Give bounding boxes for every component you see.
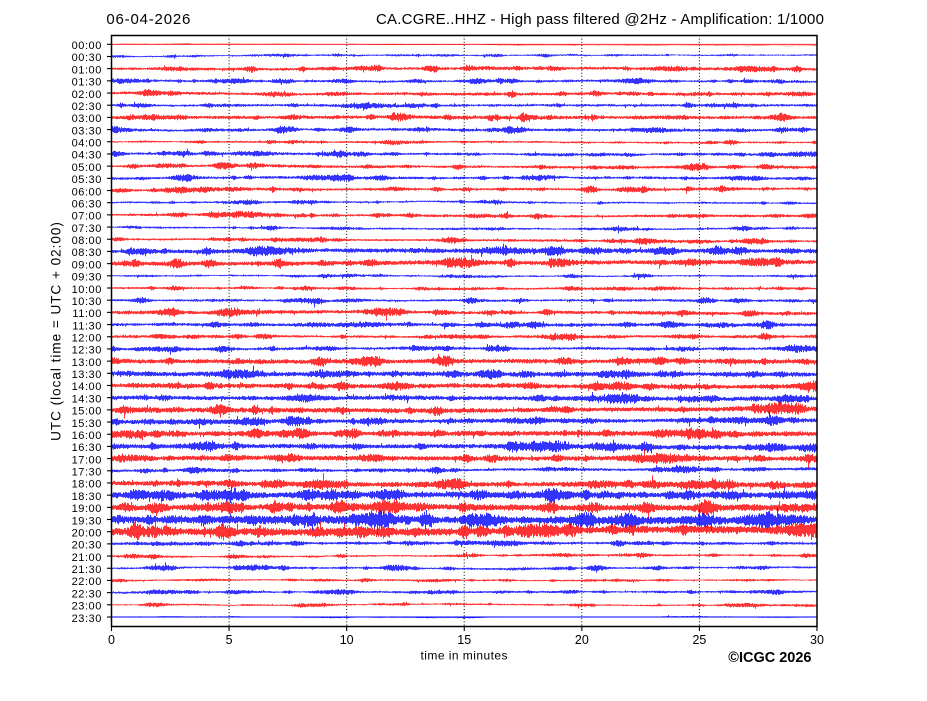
svg-text:12:00: 12:00	[72, 332, 102, 344]
svg-text:00:00: 00:00	[72, 40, 102, 52]
svg-text:04:00: 04:00	[72, 138, 102, 150]
svg-text:10: 10	[340, 633, 354, 647]
svg-text:01:00: 01:00	[72, 64, 102, 76]
svg-text:04:30: 04:30	[72, 150, 102, 162]
svg-text:11:00: 11:00	[72, 308, 101, 320]
svg-text:©ICGC 2026: ©ICGC 2026	[728, 650, 811, 666]
svg-text:19:30: 19:30	[72, 515, 102, 527]
svg-text:17:00: 17:00	[72, 454, 102, 466]
svg-text:02:00: 02:00	[72, 89, 102, 101]
svg-text:18:30: 18:30	[72, 491, 102, 503]
svg-text:21:00: 21:00	[72, 552, 102, 564]
svg-text:20: 20	[575, 633, 589, 647]
svg-text:30: 30	[810, 633, 824, 647]
svg-text:09:00: 09:00	[72, 259, 102, 271]
svg-text:19:00: 19:00	[72, 503, 102, 515]
svg-text:20:00: 20:00	[72, 527, 102, 539]
svg-text:05:00: 05:00	[72, 162, 102, 174]
svg-text:13:30: 13:30	[72, 369, 102, 381]
svg-text:08:30: 08:30	[72, 247, 102, 259]
svg-text:13:00: 13:00	[72, 357, 102, 369]
svg-text:15:00: 15:00	[72, 406, 102, 418]
svg-text:06:00: 06:00	[72, 186, 102, 198]
svg-text:UTC (local time = UTC + 02:00): UTC (local time = UTC + 02:00)	[48, 221, 63, 441]
svg-text:23:30: 23:30	[72, 613, 102, 625]
svg-text:17:30: 17:30	[72, 467, 102, 479]
svg-text:22:30: 22:30	[72, 588, 102, 600]
svg-text:16:00: 16:00	[72, 430, 102, 442]
svg-text:12:30: 12:30	[72, 345, 102, 357]
svg-text:22:00: 22:00	[72, 576, 102, 588]
svg-text:18:00: 18:00	[72, 479, 102, 491]
svg-text:00:30: 00:30	[72, 52, 102, 64]
svg-text:15:30: 15:30	[72, 418, 102, 430]
svg-text:20:30: 20:30	[72, 540, 102, 552]
svg-text:06-04-2026: 06-04-2026	[106, 11, 191, 28]
svg-text:10:30: 10:30	[72, 296, 102, 308]
svg-text:07:30: 07:30	[72, 223, 102, 235]
svg-text:15: 15	[457, 633, 471, 647]
svg-text:21:30: 21:30	[72, 564, 102, 576]
svg-text:11:30: 11:30	[72, 320, 101, 332]
svg-text:07:00: 07:00	[72, 211, 102, 223]
svg-text:06:30: 06:30	[72, 198, 102, 210]
svg-text:5: 5	[226, 633, 233, 647]
svg-text:08:00: 08:00	[72, 235, 102, 247]
svg-text:09:30: 09:30	[72, 272, 102, 284]
svg-text:02:30: 02:30	[72, 101, 102, 113]
svg-text:25: 25	[692, 633, 706, 647]
svg-text:05:30: 05:30	[72, 174, 102, 186]
svg-text:03:30: 03:30	[72, 125, 102, 137]
svg-text:10:00: 10:00	[72, 284, 102, 296]
svg-text:CA.CGRE..HHZ - High pass filte: CA.CGRE..HHZ - High pass filtered @2Hz -…	[376, 11, 824, 28]
svg-text:0: 0	[108, 633, 115, 647]
svg-text:01:30: 01:30	[72, 77, 102, 89]
svg-text:16:30: 16:30	[72, 442, 102, 454]
svg-text:time in minutes: time in minutes	[421, 649, 508, 663]
svg-text:14:00: 14:00	[72, 381, 102, 393]
svg-text:14:30: 14:30	[72, 393, 102, 405]
svg-text:03:00: 03:00	[72, 113, 102, 125]
svg-text:23:00: 23:00	[72, 601, 102, 613]
